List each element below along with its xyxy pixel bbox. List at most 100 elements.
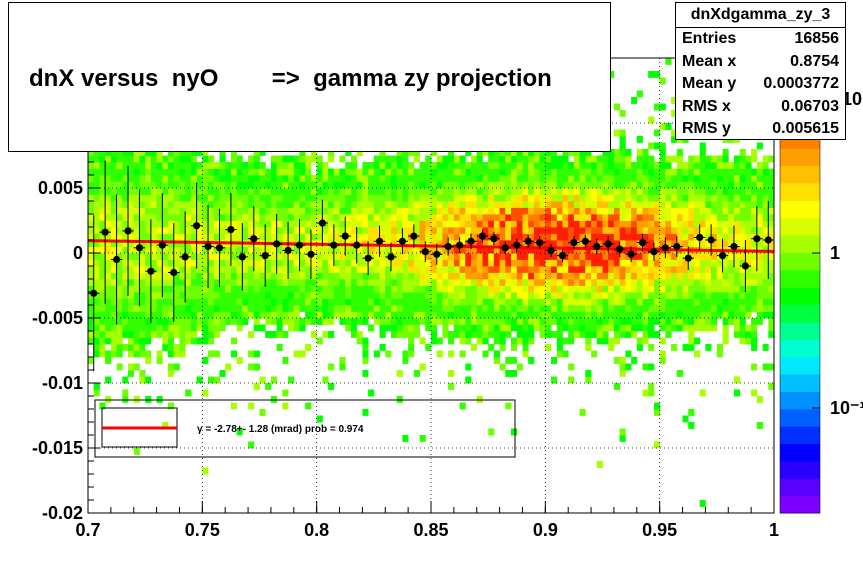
heatmap-cell — [208, 246, 215, 254]
heatmap-cell — [488, 279, 495, 286]
heatmap-cell — [436, 181, 443, 189]
heatmap-cell — [162, 292, 169, 299]
heatmap-cell — [756, 272, 763, 280]
heatmap-cell — [168, 246, 175, 254]
heatmap-cell — [265, 383, 272, 390]
heatmap-cell — [768, 383, 775, 390]
heatmap-cell — [539, 324, 546, 332]
heatmap-cell — [619, 155, 626, 163]
heatmap-cell — [413, 298, 420, 306]
heatmap-cell — [682, 181, 689, 189]
heatmap-cell — [734, 175, 741, 182]
heatmap-cell — [173, 201, 180, 208]
heatmap-cell — [648, 344, 655, 351]
heatmap-cell — [391, 331, 398, 338]
heatmap-cell — [190, 233, 197, 241]
heatmap-cell — [625, 350, 632, 358]
stats-row: Entries 16856 — [676, 28, 845, 51]
heatmap-cell — [379, 279, 386, 286]
heatmap-cell — [625, 298, 632, 306]
heatmap-cell — [756, 305, 763, 312]
heatmap-cell — [168, 318, 175, 325]
heatmap-cell — [373, 298, 380, 306]
heatmap-cell — [391, 266, 398, 273]
heatmap-cell — [551, 259, 558, 267]
heatmap-cell — [145, 162, 152, 169]
heatmap-cell — [242, 168, 249, 176]
heatmap-cell — [654, 240, 661, 247]
heatmap-cell — [431, 311, 438, 319]
heatmap-cell — [631, 207, 638, 215]
heatmap-cell — [230, 194, 237, 202]
heatmap-cell — [179, 305, 186, 312]
heatmap-cell — [419, 279, 426, 286]
heatmap-cell — [299, 305, 306, 312]
heatmap-cell — [145, 201, 152, 208]
heatmap-cell — [219, 324, 226, 332]
heatmap-cell — [665, 227, 672, 234]
heatmap-cell — [173, 149, 180, 156]
heatmap-cell — [156, 214, 163, 221]
heatmap-cell — [299, 162, 306, 169]
heatmap-cell — [688, 266, 695, 273]
heatmap-cell — [265, 201, 272, 208]
heatmap-cell — [190, 149, 197, 156]
heatmap-cell — [288, 181, 295, 189]
heatmap-cell — [739, 188, 746, 195]
heatmap-cell — [613, 194, 620, 202]
heatmap-cell — [671, 168, 678, 176]
heatmap-cell — [431, 181, 438, 189]
heatmap-cell — [105, 188, 112, 195]
heatmap-cell — [556, 214, 563, 221]
heatmap-cell — [179, 214, 186, 221]
heatmap-cell — [408, 175, 415, 182]
heatmap-cell — [202, 272, 209, 280]
heatmap-cell — [219, 259, 226, 267]
heatmap-cell — [448, 253, 455, 260]
heatmap-cell — [579, 311, 586, 319]
heatmap-cell — [476, 181, 483, 189]
heatmap-cell — [173, 233, 180, 241]
heatmap-cell — [596, 311, 603, 319]
heatmap-cell — [425, 298, 432, 306]
heatmap-cell — [293, 162, 300, 169]
heatmap-cell — [225, 363, 232, 371]
heatmap-cell — [368, 259, 375, 267]
heatmap-cell — [453, 246, 460, 254]
heatmap-cell — [293, 279, 300, 286]
heatmap-cell — [745, 233, 752, 241]
heatmap-cell — [385, 240, 392, 247]
heatmap-cell — [328, 155, 335, 163]
heatmap-cell — [88, 324, 95, 332]
heatmap-cell — [442, 272, 449, 280]
heatmap-cell — [316, 175, 323, 182]
heatmap-cell — [516, 292, 523, 299]
heatmap-cell — [213, 311, 220, 319]
heatmap-cell — [88, 357, 95, 364]
heatmap-cell — [145, 181, 152, 189]
heatmap-cell — [625, 162, 632, 169]
heatmap-cell — [293, 181, 300, 189]
heatmap-cell — [230, 175, 237, 182]
heatmap-cell — [88, 298, 95, 306]
heatmap-cell — [694, 279, 701, 286]
heatmap-cell — [694, 350, 701, 358]
heatmap-cell — [436, 162, 443, 169]
heatmap-cell — [408, 279, 415, 286]
heatmap-cell — [385, 168, 392, 176]
heatmap-cell — [573, 318, 580, 325]
heatmap-cell — [768, 201, 775, 208]
heatmap-cell — [745, 266, 752, 273]
heatmap-cell — [676, 155, 683, 163]
heatmap-cell — [219, 220, 226, 228]
heatmap-cell — [391, 311, 398, 319]
heatmap-cell — [762, 181, 769, 189]
heatmap-cell — [499, 149, 506, 156]
heatmap-cell — [196, 162, 203, 169]
heatmap-cell — [122, 305, 129, 312]
heatmap-cell — [745, 240, 752, 247]
heatmap-cell — [116, 240, 123, 247]
heatmap-cell — [516, 233, 523, 241]
heatmap-cell — [368, 324, 375, 332]
heatmap-cell — [368, 246, 375, 254]
